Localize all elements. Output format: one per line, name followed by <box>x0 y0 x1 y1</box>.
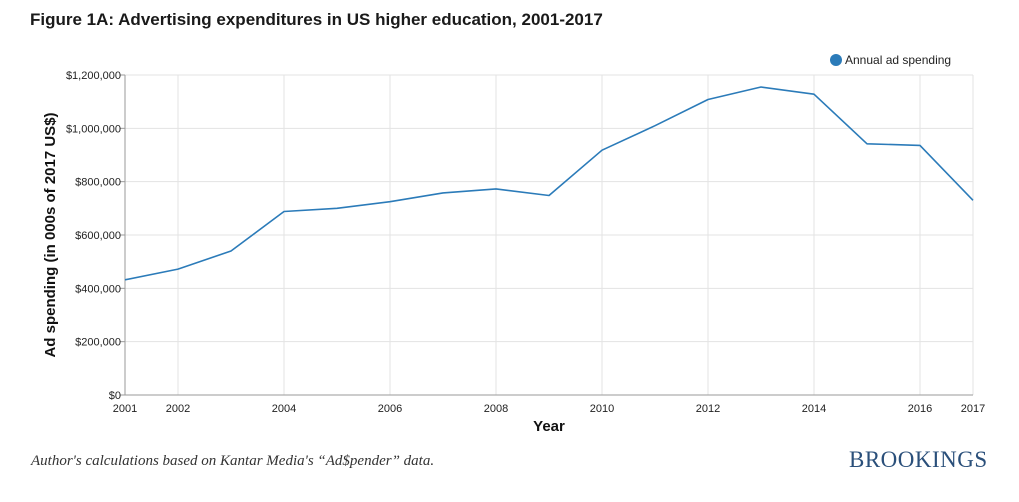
y-axis-title: Ad spending (in 000s of 2017 US$) <box>42 112 59 357</box>
data-point-2002[interactable] <box>175 266 181 272</box>
data-point-2005[interactable] <box>334 205 340 211</box>
data-point-2010[interactable] <box>599 147 605 153</box>
x-tick-label: 2004 <box>272 403 296 415</box>
data-point-2008[interactable] <box>493 186 499 192</box>
source-note: Author's calculations based on Kantar Me… <box>31 453 435 469</box>
y-tick-label: $1,000,000 <box>66 123 121 135</box>
legend[interactable]: Annual ad spending <box>830 53 951 67</box>
chart-title: Figure 1A: Advertising expenditures in U… <box>30 10 603 29</box>
x-tick-label: 2014 <box>802 403 826 415</box>
x-tick-label: 2001 <box>113 403 137 415</box>
x-tick-label: 2016 <box>908 403 932 415</box>
series-line-annual-ad-spending[interactable] <box>124 86 974 281</box>
data-point-2014[interactable] <box>811 91 817 97</box>
x-tick-label: 2008 <box>484 403 508 415</box>
x-tick-label: 2012 <box>696 403 720 415</box>
y-tick-label: $600,000 <box>75 230 121 242</box>
data-point-2016[interactable] <box>917 142 923 148</box>
data-point-2015[interactable] <box>864 141 870 147</box>
x-tick-label: 2002 <box>166 403 190 415</box>
data-point-2009[interactable] <box>546 193 552 199</box>
y-axis-ticks: $0 $200,000 $400,000 $600,000 $800,000 $1,000… <box>66 70 125 402</box>
x-axis-ticks: 2001 2002 2004 2006 2008 2010 2012 2014 2016 2017 <box>113 403 985 415</box>
y-tick-label: $400,000 <box>75 283 121 295</box>
x-axis-title: Year <box>533 418 565 435</box>
x-tick-label: 2006 <box>378 403 402 415</box>
data-point-2007[interactable] <box>440 190 446 196</box>
grid-lines <box>124 74 974 396</box>
brookings-logo[interactable]: BROOKINGS <box>849 447 988 472</box>
y-tick-label: $800,000 <box>75 177 121 189</box>
data-point-2004[interactable] <box>281 209 287 215</box>
data-point-2017[interactable] <box>970 197 976 203</box>
data-point-2003[interactable] <box>228 248 234 254</box>
legend-label-annual-ad-spending: Annual ad spending <box>845 53 951 67</box>
data-point-2011[interactable] <box>652 123 658 129</box>
y-tick-label: $1,200,000 <box>66 70 121 82</box>
series-group <box>122 84 976 283</box>
x-tick-label: 2017 <box>961 403 985 415</box>
data-point-2006[interactable] <box>387 199 393 205</box>
x-tick-label: 2010 <box>590 403 614 415</box>
y-tick-label: $0 <box>109 390 121 402</box>
data-point-2013[interactable] <box>758 84 764 90</box>
y-tick-label: $200,000 <box>75 337 121 349</box>
data-point-2012[interactable] <box>705 97 711 103</box>
data-point-2001[interactable] <box>122 277 128 283</box>
legend-swatch-annual-ad-spending <box>830 54 842 66</box>
